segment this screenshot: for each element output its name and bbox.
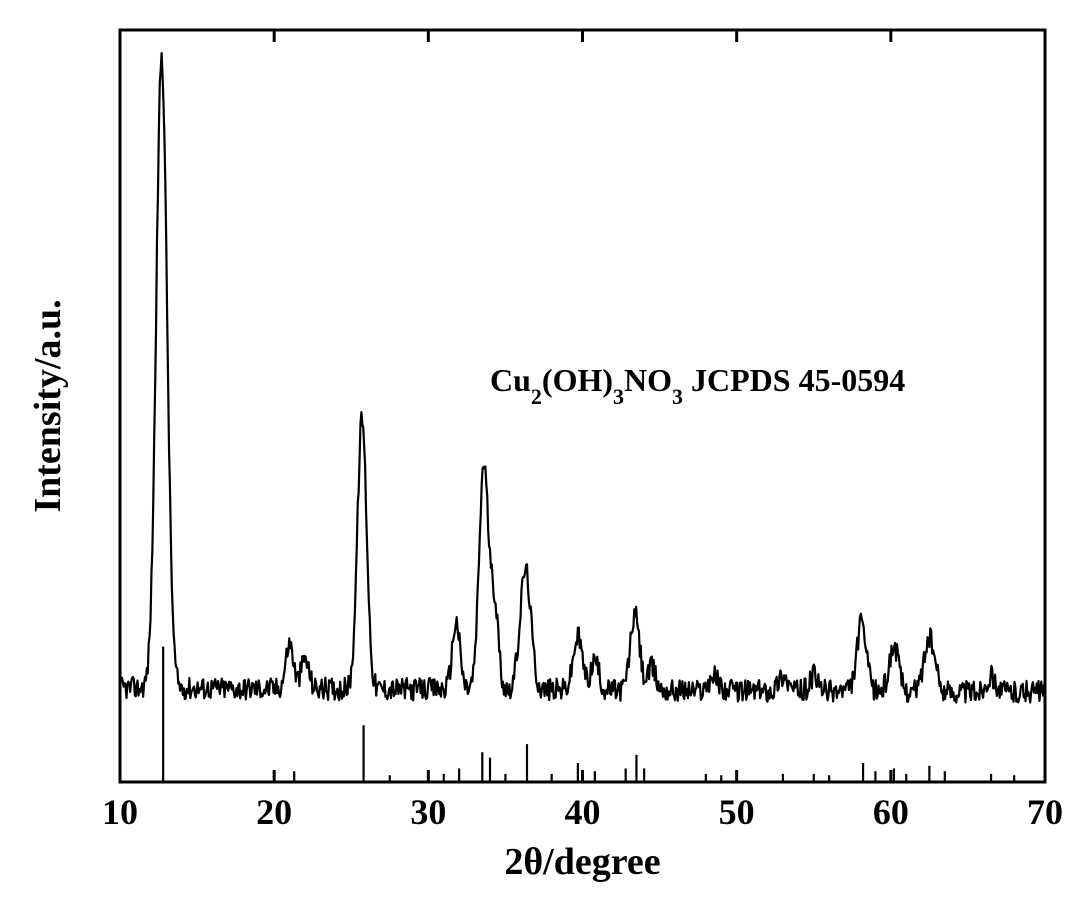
y-axis-label: Intensity/a.u. — [27, 299, 69, 512]
x-tick-label: 60 — [873, 792, 909, 832]
x-tick-label: 70 — [1027, 792, 1063, 832]
chart-svg: 10 20 30 40 50 60 70 2θ/degree Intensity/a.u. Cu2… — [0, 0, 1085, 902]
x-tick-label: 20 — [256, 792, 292, 832]
xrd-chart: 10 20 30 40 50 60 70 2θ/degree Intensity/a.u. Cu2… — [0, 0, 1085, 902]
x-tick-label: 30 — [410, 792, 446, 832]
x-tick-label: 10 — [102, 792, 138, 832]
compound-annotation: Cu2(OH)3NO3 JCPDS 45-0594 — [490, 362, 905, 409]
x-tick-label: 50 — [719, 792, 755, 832]
x-tick-label: 40 — [565, 792, 601, 832]
x-axis-label: 2θ/degree — [504, 841, 660, 883]
